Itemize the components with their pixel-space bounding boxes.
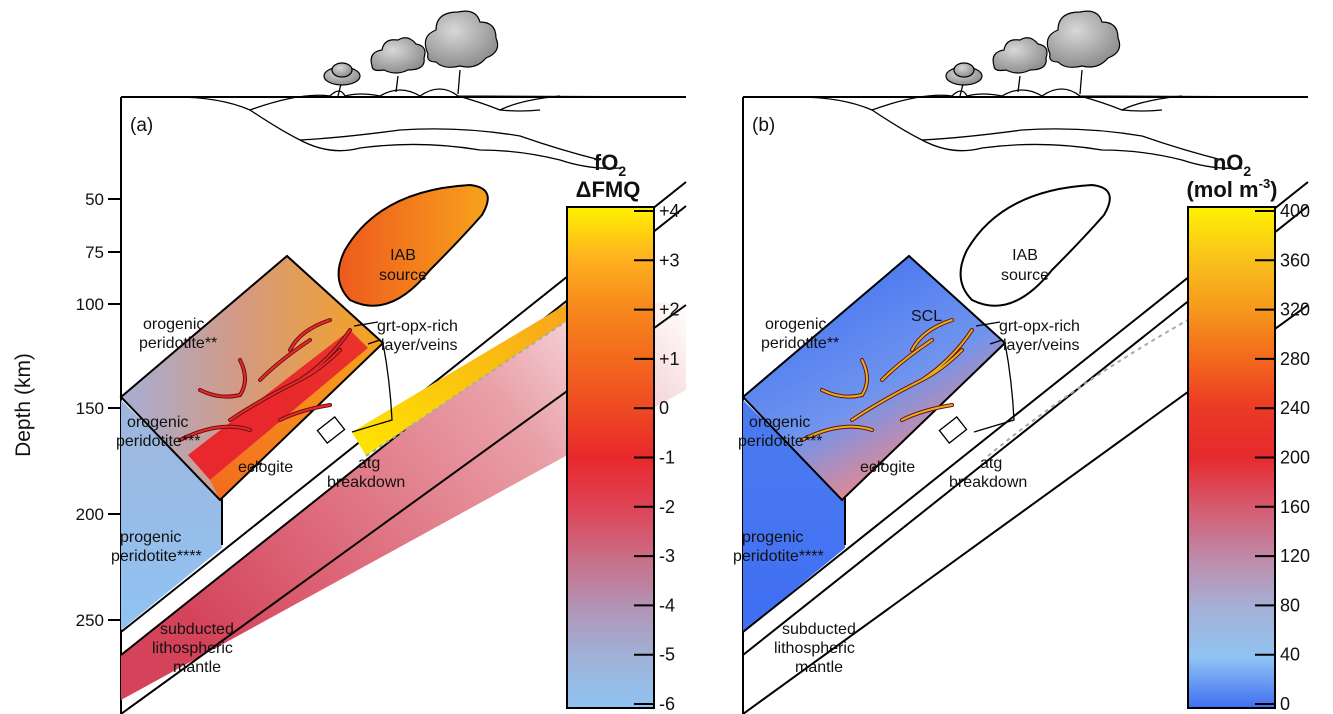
colorbar-a-tick-label-8: -4: [659, 595, 675, 615]
crust-lines-b: [872, 96, 1242, 168]
depth-tick-250: 250: [76, 611, 104, 630]
colorbar-a: fO2 ΔFMQ +4 +3 +2 +1 0 -1 -2 -3 -4 -5 -6: [567, 150, 680, 714]
colorbar-b-tick-label-4: 240: [1280, 398, 1310, 418]
volcano-clouds: [175, 11, 686, 110]
label-iab-source-a: source: [379, 267, 427, 284]
colorbar-a-tick-label-9: -5: [659, 645, 675, 665]
panel-b-letter: (b): [752, 115, 775, 136]
colorbar-b-tick-label-3: 280: [1280, 349, 1310, 369]
colorbar-a-tick-label-4: 0: [659, 398, 669, 418]
label-iab-source-b: source: [1001, 267, 1049, 284]
colorbar-a-tick-label-6: -2: [659, 497, 675, 517]
iab-source-region: [339, 185, 488, 306]
colorbar-b-title: nO2: [1213, 150, 1252, 179]
depth-tick-100: 100: [76, 295, 104, 314]
label-atg-b: atg: [980, 455, 1002, 472]
label-lithospheric-a: lithospheric: [152, 640, 233, 657]
label-breakdown-a: breakdown: [327, 474, 405, 491]
colorbar-a-tick-label-1: +3: [659, 250, 680, 270]
label-eclogite-a: eclogite: [238, 459, 293, 476]
label-peridotite-a1: peridotite**: [139, 335, 217, 352]
label-orogenic-b2: orogenic: [749, 414, 810, 431]
colorbar-a-tick-label-5: -1: [659, 448, 675, 468]
depth-tick-200: 200: [76, 505, 104, 524]
colorbar-a-subtitle: ΔFMQ: [576, 177, 641, 202]
colorbar-b-tick-label-10: 0: [1280, 694, 1290, 714]
colorbar-b: nO2 (mol m-3) 40036032028024020016012080…: [1186, 150, 1310, 714]
colorbar-a-tick-label-10: -6: [659, 694, 675, 714]
label-orogenic-a2: orogenic: [127, 414, 188, 431]
colorbar-b-subtitle: (mol m-3): [1186, 176, 1277, 202]
label-breakdown-b: breakdown: [949, 474, 1027, 491]
label-atg-a: atg: [358, 455, 380, 472]
colorbar-a-tick-label-3: +1: [659, 349, 680, 369]
label-grt-opx-b: grt-opx-rich: [999, 318, 1080, 335]
label-layer-veins-b: layer/veins: [1003, 337, 1079, 354]
colorbar-b-tick-label-8: 80: [1280, 595, 1300, 615]
label-iab-a: IAB: [390, 247, 416, 264]
panel-a: (a) IAB source orogenic peridotite** oro…: [111, 11, 686, 714]
label-peridotite-a3: peridotite****: [111, 548, 202, 565]
label-grt-opx-a: grt-opx-rich: [377, 318, 458, 335]
volcano-clouds-b: [797, 11, 1308, 110]
colorbar-b-tick-label-7: 120: [1280, 546, 1310, 566]
label-progenic-b: progenic: [742, 529, 803, 546]
colorbar-b-tick-label-2: 320: [1280, 300, 1310, 320]
label-peridotite-b2: peridotite***: [738, 433, 823, 450]
depth-axis: Depth (km) 50 75 100 150 200 250: [12, 190, 121, 630]
label-iab-b: IAB: [1012, 247, 1038, 264]
label-layer-veins-a: layer/veins: [381, 337, 457, 354]
depth-tick-50: 50: [85, 190, 104, 209]
label-peridotite-b1: peridotite**: [761, 335, 839, 352]
depth-tick-75: 75: [85, 243, 104, 262]
label-peridotite-b3: peridotite****: [733, 548, 824, 565]
label-subducted-a: subducted: [160, 621, 234, 638]
colorbar-a-title: fO2: [594, 150, 626, 179]
colorbar-b-tick-label-1: 360: [1280, 250, 1310, 270]
label-orogenic-b1: orogenic: [765, 316, 826, 333]
panel-b: (b) IAB source SCL orogenic peridotite**…: [733, 11, 1310, 714]
depth-tick-150: 150: [76, 399, 104, 418]
label-subducted-b: subducted: [782, 621, 856, 638]
colorbar-a-tick-label-0: +4: [659, 201, 680, 221]
label-scl-b: SCL: [911, 308, 942, 325]
colorbar-b-tick-label-5: 200: [1280, 448, 1310, 468]
iab-source-region-b: [961, 185, 1110, 306]
label-mantle-b: mantle: [795, 659, 843, 676]
label-orogenic-a1: orogenic: [143, 316, 204, 333]
colorbar-b-tick-label-6: 160: [1280, 497, 1310, 517]
depth-axis-label: Depth (km): [12, 353, 35, 457]
label-peridotite-a2: peridotite***: [116, 433, 201, 450]
colorbar-a-tick-label-2: +2: [659, 300, 680, 320]
colorbar-b-tick-label-0: 400: [1280, 201, 1310, 221]
colorbar-b-tick-label-9: 40: [1280, 645, 1300, 665]
label-lithospheric-b: lithospheric: [774, 640, 855, 657]
label-progenic-a: progenic: [120, 529, 181, 546]
crust-lines: [250, 96, 620, 168]
label-mantle-a: mantle: [173, 659, 221, 676]
colorbar-a-tick-label-7: -3: [659, 546, 675, 566]
label-eclogite-b: eclogite: [860, 459, 915, 476]
panel-a-letter: (a): [130, 115, 153, 136]
